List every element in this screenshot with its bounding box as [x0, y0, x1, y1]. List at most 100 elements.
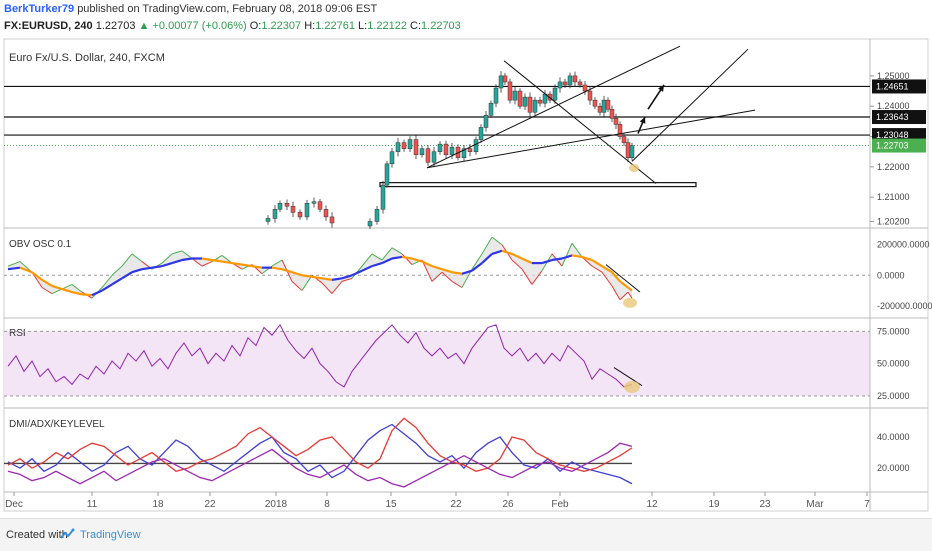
candle-body — [605, 99, 611, 110]
candle-body — [467, 148, 473, 152]
low-label: L: — [358, 20, 368, 32]
candle-body — [449, 146, 455, 155]
candle-body — [625, 142, 631, 159]
rsi-tick-label: 75.0000 — [877, 326, 910, 336]
arrow-head-icon — [657, 84, 664, 92]
candle-body — [577, 81, 583, 86]
obv-fast-segment — [391, 247, 403, 255]
candle-body — [374, 209, 380, 222]
candle-body — [629, 145, 635, 159]
time-tick-label: 8 — [324, 499, 330, 510]
obv-fast-segment — [361, 253, 373, 267]
highlight-marker — [629, 164, 639, 173]
candle-body — [329, 216, 335, 224]
obv-slow-segment — [151, 265, 163, 269]
open-label: O: — [249, 20, 262, 32]
obv-slow-segment — [51, 284, 63, 291]
obv-fast-segment — [181, 250, 193, 259]
obv-tick-label: 200000.0000 — [877, 240, 930, 250]
obv-fast-segment — [101, 274, 113, 288]
obv-fast-segment — [381, 247, 393, 261]
price-level-label: 1.23643 — [876, 112, 909, 122]
obv-slow-segment — [381, 257, 393, 265]
high-label: H: — [304, 20, 316, 32]
obv-fast-segment — [561, 243, 573, 267]
obv-slow-segment — [361, 265, 373, 272]
candle-body — [437, 143, 443, 152]
time-tick-label: 7 — [864, 499, 870, 510]
candle-body — [617, 124, 623, 137]
candle-body — [384, 163, 390, 186]
obv-fast-segment — [271, 259, 283, 267]
obv-slow-segment — [71, 291, 83, 296]
obv-slow-segment — [331, 277, 343, 281]
close-label: C: — [410, 20, 422, 32]
candle-body — [443, 143, 449, 155]
candle-body — [389, 151, 395, 165]
obv-slow-segment — [619, 280, 629, 289]
rsi-band — [4, 331, 870, 396]
rsi-highlight-marker — [624, 380, 640, 393]
candle-body — [517, 90, 523, 107]
candle-body — [587, 90, 593, 101]
obv-fast-segment — [521, 268, 533, 285]
candle-body — [380, 184, 386, 210]
candle-body — [367, 221, 373, 227]
obv-fast-segment — [471, 253, 483, 270]
obv-fast-segment — [321, 282, 333, 294]
trend-line — [426, 109, 756, 169]
obv-fast-segment — [619, 291, 629, 301]
obv-fast-segment — [121, 253, 133, 267]
obv-trend-line — [605, 264, 641, 293]
publish-info: BerkTurker79 published on TradingView.co… — [4, 3, 377, 15]
obv-fast-segment — [171, 250, 183, 255]
candle-body — [522, 96, 528, 107]
candle-body — [277, 203, 283, 210]
obv-slow-segment — [241, 263, 253, 268]
main-pane-title: Euro Fx/U.S. Dollar, 240, FXCM — [9, 52, 165, 64]
candle-body — [502, 75, 508, 83]
time-tick-label: Dec — [5, 499, 23, 510]
tradingview-brand[interactable]: TradingView — [80, 529, 141, 541]
price-level-label: 1.24651 — [876, 81, 909, 91]
author-link[interactable]: BerkTurker79 — [4, 3, 75, 15]
candle-body — [413, 139, 419, 155]
obv-fast-segment — [61, 283, 73, 290]
candle-body — [419, 148, 425, 155]
obv-slow-segment — [81, 293, 93, 297]
price-level-tag — [872, 110, 926, 125]
obv-slow-segment — [611, 271, 621, 283]
price-tick-label: 1.24000 — [877, 101, 910, 111]
obv-fill — [8, 237, 632, 300]
high-value: 1.22761 — [315, 20, 355, 32]
obv-slow-segment — [311, 275, 323, 280]
symbol-label[interactable]: FX:EURUSD, 240 — [4, 20, 93, 32]
obv-slow-segment — [441, 268, 453, 274]
time-tick-label: 12 — [646, 499, 658, 510]
chart-area[interactable]: Euro Fx/U.S. Dollar, 240, FXCM OBV OSC 0… — [0, 36, 932, 516]
candle-body — [572, 75, 578, 83]
candle-body — [488, 102, 494, 116]
candle-body — [323, 209, 329, 218]
obv-slow-segment — [301, 274, 313, 278]
rsi-tick-label: 50.0000 — [877, 359, 910, 369]
last-price-tag — [872, 138, 926, 153]
obv-fast-segment — [191, 258, 203, 267]
obv-highlight-marker — [623, 297, 637, 308]
candle-body — [407, 139, 413, 149]
time-tick-label: 22 — [450, 499, 462, 510]
time-tick-label: 19 — [708, 499, 720, 510]
obv-fast-segment — [371, 253, 383, 261]
candle-body — [597, 105, 603, 113]
candle-body — [284, 203, 290, 207]
obv-slow-segment — [7, 266, 21, 271]
time-tick-label: 18 — [152, 499, 164, 510]
candle-body — [461, 148, 467, 159]
obv-slow-segment — [571, 254, 583, 259]
close-value: 1.22703 — [421, 20, 461, 32]
obv-slow-segment — [591, 259, 603, 268]
price-tick-label: 1.20200 — [877, 216, 910, 226]
rsi-tick-label: 25.0000 — [877, 391, 910, 401]
rsi-line — [7, 323, 633, 388]
obv-pane-title: OBV OSC 0.1 — [9, 239, 72, 250]
